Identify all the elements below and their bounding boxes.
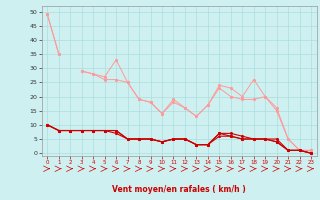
X-axis label: Vent moyen/en rafales ( km/h ): Vent moyen/en rafales ( km/h ) [112,185,246,194]
